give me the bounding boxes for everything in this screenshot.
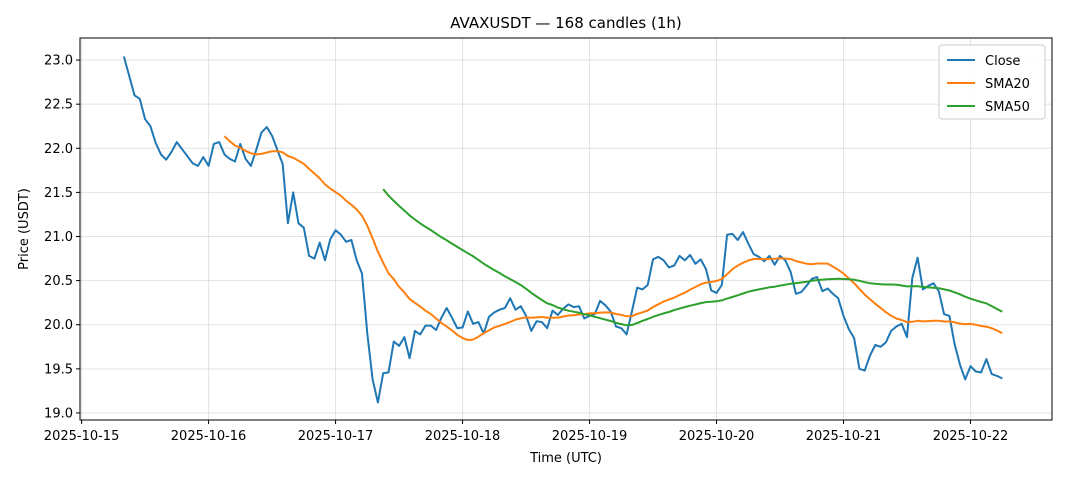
- y-axis: 19.0 19.5 20.0 20.5 21.0 21.5 22.0 22.5 23.0: [44, 54, 80, 421]
- legend: Close SMA20 SMA50: [938, 44, 1046, 120]
- x-tick-label: 2025-10-20: [679, 429, 755, 444]
- legend-label-sma50: SMA50: [985, 100, 1030, 115]
- series-line-sma50: [382, 188, 1003, 327]
- y-tick-label: 22.0: [44, 142, 73, 157]
- y-tick-label: 21.0: [44, 230, 73, 245]
- y-tick-label: 22.5: [44, 98, 73, 113]
- y-tick-label: 21.5: [44, 186, 73, 201]
- y-tick-label: 20.0: [44, 318, 73, 333]
- legend-label-sma20: SMA20: [985, 77, 1030, 92]
- y-tick-label: 19.0: [44, 406, 73, 421]
- x-axis-label: Time (UTC): [529, 451, 602, 466]
- x-tick-label: 2025-10-19: [552, 429, 628, 444]
- y-tick-label: 20.5: [44, 274, 73, 289]
- grid: [80, 38, 1052, 420]
- series-lines: [122, 56, 1003, 404]
- x-axis: 2025-10-15 2025-10-16 2025-10-17 2025-10-18…: [44, 420, 1008, 444]
- x-tick-label: 2025-10-16: [171, 429, 247, 444]
- series-line-sma20: [223, 135, 1003, 341]
- legend-box: [938, 44, 1046, 120]
- y-axis-label: Price (USDT): [17, 188, 32, 270]
- x-tick-label: 2025-10-17: [298, 429, 374, 444]
- x-tick-label: 2025-10-18: [425, 429, 501, 444]
- x-tick-label: 2025-10-21: [806, 429, 882, 444]
- y-tick-label: 19.5: [44, 362, 73, 377]
- plot-frame: [79, 37, 1053, 421]
- x-tick-label: 2025-10-15: [44, 429, 120, 444]
- y-tick-label: 23.0: [44, 54, 73, 69]
- legend-label-close: Close: [985, 54, 1020, 69]
- chart-title: AVAXUSDT — 168 candles (1h): [450, 14, 682, 32]
- series-line-close: [122, 56, 1003, 404]
- x-tick-label: 2025-10-22: [933, 429, 1009, 444]
